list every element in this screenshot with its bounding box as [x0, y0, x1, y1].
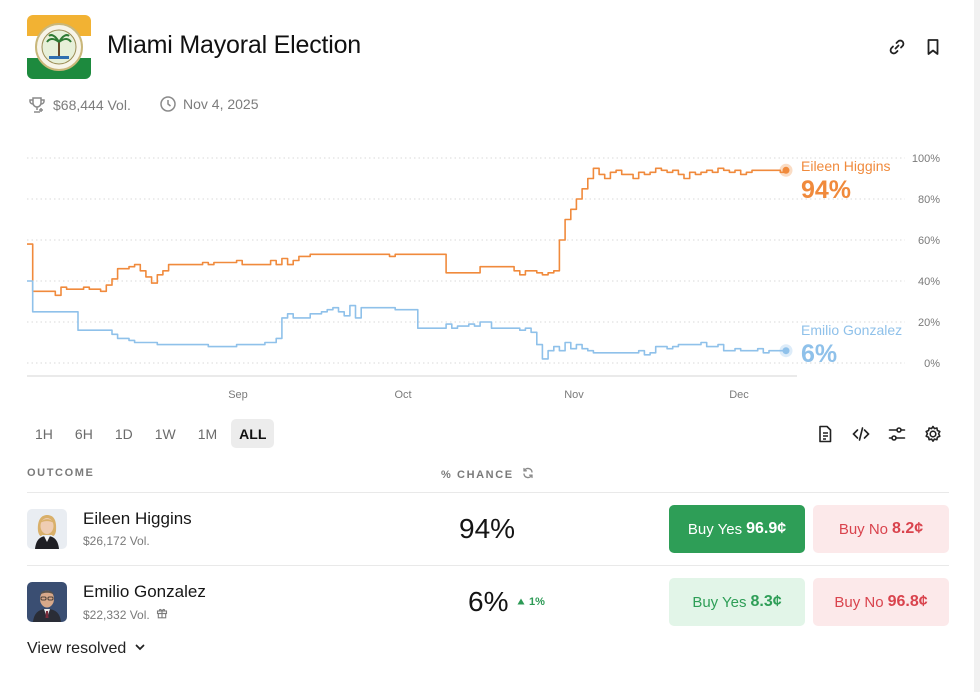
page-title: Miami Mayoral Election: [107, 31, 362, 59]
buy-no-button[interactable]: Buy No 8.2¢: [813, 505, 949, 553]
link-icon[interactable]: [887, 37, 907, 57]
range-1d[interactable]: 1D: [107, 419, 141, 448]
buy-yes-price: 96.9¢: [746, 520, 787, 537]
outcome-volume: $22,332 Vol.: [83, 607, 168, 622]
buy-yes-button[interactable]: Buy Yes 96.9¢: [669, 505, 805, 553]
refresh-icon[interactable]: [522, 467, 534, 482]
date-meta: Nov 4, 2025: [159, 95, 259, 113]
time-range-selector: 1H 6H 1D 1W 1M ALL: [27, 419, 275, 448]
buy-yes-price: 8.3¢: [750, 593, 782, 610]
table-divider: [27, 565, 949, 566]
series-line-gonzalez: [27, 280, 786, 360]
buy-yes-label: Buy Yes: [692, 593, 747, 611]
price-chart[interactable]: 100% 80% 60% 40% 20% 0% Sep Oct Nov Dec Eileen Hig…: [0, 140, 980, 410]
series-current-value: 6%: [801, 340, 837, 368]
clock-icon: [159, 95, 177, 113]
outcome-chance: 6%: [468, 586, 509, 617]
avatar-higgins: [27, 509, 67, 549]
volume-meta: $68,444 Vol.: [27, 95, 131, 115]
range-1h[interactable]: 1H: [27, 419, 61, 448]
buy-no-button[interactable]: Buy No 96.8¢: [813, 578, 949, 626]
scrollbar-track[interactable]: [974, 0, 980, 692]
end-date: Nov 4, 2025: [183, 96, 259, 112]
range-1m[interactable]: 1M: [190, 419, 225, 448]
settings-gear-icon[interactable]: [923, 424, 943, 444]
gift-icon: [156, 607, 168, 622]
x-tick-label: Sep: [228, 389, 248, 401]
range-1w[interactable]: 1W: [147, 419, 184, 448]
avatar-gonzalez: [27, 582, 67, 622]
outcome-name[interactable]: Emilio Gonzalez: [83, 582, 206, 601]
series-current-value: 94%: [801, 176, 851, 204]
embed-code-icon[interactable]: [851, 424, 871, 444]
series-end-dot: [782, 347, 790, 355]
outcome-chance: 94%: [459, 513, 516, 544]
y-tick-label: 0%: [924, 358, 940, 370]
range-all[interactable]: ALL: [231, 419, 275, 448]
buy-no-label: Buy No: [838, 520, 889, 538]
buy-yes-button[interactable]: Buy Yes 8.3¢: [669, 578, 805, 626]
total-volume: $68,444 Vol.: [53, 97, 131, 113]
chance-column-label: % CHANCE: [441, 468, 514, 481]
x-tick-label: Oct: [394, 389, 411, 401]
chevron-down-icon: [134, 640, 146, 658]
series-end-dot: [782, 166, 790, 174]
buy-no-price: 8.2¢: [892, 520, 924, 537]
outcome-row-higgins[interactable]: Eileen Higgins $26,172 Vol. 94% Buy Yes …: [27, 493, 949, 565]
x-tick-label: Nov: [564, 389, 584, 401]
outcome-column-header: OUTCOME: [27, 467, 95, 479]
buy-no-price: 96.8¢: [887, 593, 928, 610]
sliders-icon[interactable]: [887, 424, 907, 444]
view-resolved-label: View resolved: [27, 640, 127, 657]
view-resolved-toggle[interactable]: View resolved: [27, 640, 146, 658]
table-divider: [27, 492, 949, 493]
y-tick-label: 60%: [918, 235, 940, 247]
series-name-label: Emilio Gonzalez: [801, 322, 902, 338]
buy-yes-label: Buy Yes: [687, 520, 743, 538]
bookmark-icon[interactable]: [923, 37, 943, 57]
y-tick-label: 80%: [918, 194, 940, 206]
x-tick-label: Dec: [729, 389, 749, 401]
document-icon[interactable]: [815, 424, 835, 444]
trophy-icon: [27, 95, 47, 115]
outcome-name[interactable]: Eileen Higgins: [83, 509, 192, 528]
outcome-volume-value: $22,332 Vol.: [83, 607, 150, 622]
y-tick-label: 20%: [918, 317, 940, 329]
chance-change-value: 1%: [529, 596, 545, 608]
market-logo: [27, 15, 91, 79]
triangle-up-icon: [517, 596, 525, 608]
outcome-volume: $26,172 Vol.: [83, 534, 150, 548]
range-6h[interactable]: 6H: [67, 419, 101, 448]
series-name-label: Eileen Higgins: [801, 158, 891, 174]
y-tick-label: 100%: [912, 153, 940, 165]
outcome-row-gonzalez[interactable]: Emilio Gonzalez $22,332 Vol. 6% 1% Buy Y…: [27, 566, 949, 638]
outcome-volume-value: $26,172 Vol.: [83, 534, 150, 548]
y-tick-label: 40%: [918, 276, 940, 288]
series-line-higgins: [27, 167, 787, 297]
buy-no-label: Buy No: [834, 593, 884, 611]
chance-change: 1%: [517, 596, 545, 608]
chance-column-header: % CHANCE: [441, 467, 534, 482]
